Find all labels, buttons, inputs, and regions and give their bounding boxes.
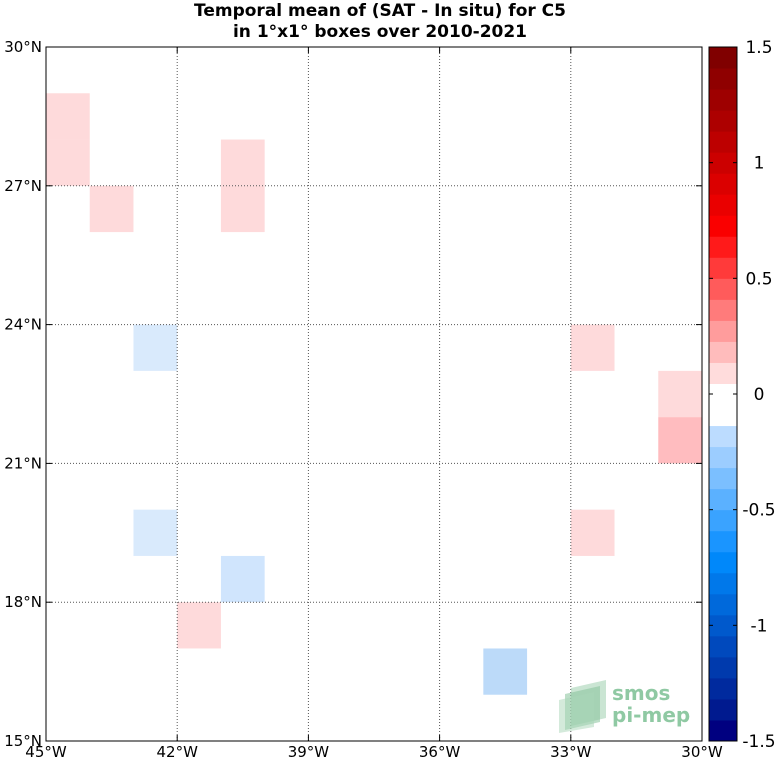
colorbar-segment — [709, 173, 737, 195]
colorbar-segment — [709, 110, 737, 132]
colorbar-segment — [709, 362, 737, 384]
x-tick-label: 33°W — [550, 743, 592, 760]
colorbar-segment — [709, 152, 737, 174]
colorbar-tick-label: 1.5 — [745, 38, 772, 58]
colorbar-segment — [709, 257, 737, 279]
data-cell — [658, 370, 702, 418]
x-tick-label: 30°W — [681, 743, 723, 760]
colorbar-segment — [709, 215, 737, 237]
colorbar-segment — [709, 719, 737, 742]
colorbar-segment — [709, 509, 737, 532]
colorbar-ticks: 1.5 1 0.5 0 -0.5 -1 -1.5 — [709, 38, 776, 752]
x-axis-ticks: 45°W 42°W 39°W 36°W 33°W 30°W — [25, 47, 723, 760]
data-cell — [220, 555, 265, 603]
colorbar-segment — [709, 467, 737, 490]
colorbar — [708, 46, 738, 742]
data-cell — [220, 185, 265, 233]
data-cell — [46, 139, 90, 186]
colorbar-segment — [709, 614, 737, 637]
x-tick-label: 36°W — [419, 743, 461, 760]
colorbar-segment — [709, 530, 737, 553]
data-cell — [89, 185, 134, 233]
data-cell — [46, 93, 90, 140]
colorbar-segment — [709, 89, 737, 111]
y-axis-ticks: 30°N 27°N 24°N 21°N 18°N 15°N — [4, 38, 702, 750]
data-cell — [220, 139, 265, 186]
x-tick-label: 45°W — [25, 743, 67, 760]
chart-title-line-2: in 1°x1° boxes over 2010-2021 — [232, 22, 528, 42]
colorbar-segment — [709, 425, 737, 448]
colorbar-tick-label: 1 — [754, 154, 765, 174]
smos-pi-mep-logo: smos pi-mep — [559, 680, 690, 733]
data-cell — [177, 602, 221, 649]
y-tick-label: 18°N — [4, 593, 42, 611]
data-cell — [133, 324, 178, 371]
colorbar-segment — [709, 572, 737, 595]
logo-waves-icon — [559, 680, 606, 733]
colorbar-tick-label: -0.5 — [742, 501, 775, 521]
colorbar-segment — [709, 320, 737, 342]
logo-text-pi-mep: pi-mep — [612, 703, 690, 727]
colorbar-segment — [709, 488, 737, 511]
y-tick-label: 15°N — [4, 732, 42, 750]
colorbar-tick-label: 0 — [754, 385, 765, 405]
data-cell — [133, 509, 178, 556]
colorbar-segment — [709, 383, 737, 406]
colorbar-segment — [709, 698, 737, 721]
colorbar-segment — [709, 47, 737, 69]
colorbar-segment — [709, 131, 737, 153]
colorbar-tick-label: -1.5 — [742, 732, 775, 752]
logo-text-smos: smos — [612, 681, 670, 705]
y-tick-label: 30°N — [4, 38, 42, 56]
y-tick-label: 24°N — [4, 316, 42, 334]
y-tick-label: 21°N — [4, 454, 42, 472]
colorbar-segment — [709, 593, 737, 616]
plot-frame — [45, 46, 703, 742]
colorbar-segment — [709, 404, 737, 427]
colorbar-segment — [709, 194, 737, 216]
colorbar-tick-label: -1 — [751, 616, 768, 636]
chart-title-line-1: Temporal mean of (SAT - In situ) for C5 — [194, 1, 566, 21]
x-tick-label: 39°W — [288, 743, 330, 760]
data-cell — [658, 417, 702, 464]
colorbar-segment — [709, 236, 737, 258]
colorbar-segment — [709, 299, 737, 321]
data-cells — [46, 93, 702, 695]
colorbar-segment — [709, 68, 737, 90]
colorbar-tick-label: 0.5 — [745, 269, 772, 289]
data-cell — [483, 648, 528, 695]
colorbar-segment — [709, 656, 737, 679]
colorbar-segment — [709, 446, 737, 469]
grid-lines — [46, 47, 702, 741]
colorbar-segment — [709, 635, 737, 658]
colorbar-segment — [709, 341, 737, 363]
colorbar-segment — [709, 551, 737, 574]
data-cell — [570, 324, 615, 371]
colorbar-segment — [709, 278, 737, 300]
y-tick-label: 27°N — [4, 177, 42, 195]
x-tick-label: 42°W — [156, 743, 198, 760]
colorbar-segment — [709, 677, 737, 700]
data-cell — [570, 509, 615, 556]
